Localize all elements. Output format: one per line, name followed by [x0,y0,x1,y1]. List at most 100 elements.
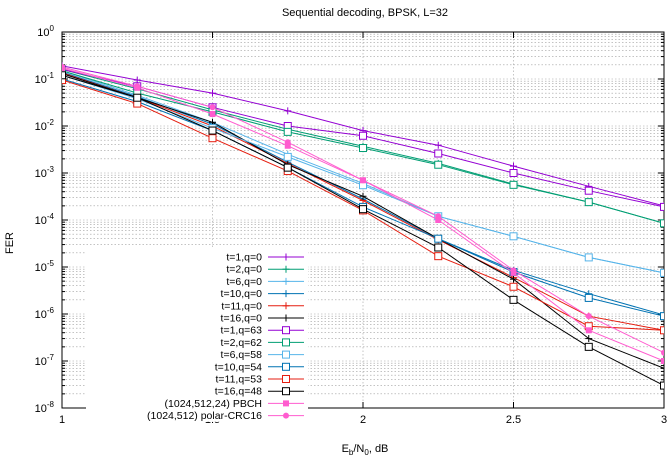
legend-entry: t=2,q=0 [226,264,304,276]
data-point [584,186,593,195]
data-point [584,253,593,262]
data-point [660,268,664,277]
legend-background [86,249,308,422]
legend-marker [283,412,289,419]
legend-entry: t=1,q=63 [221,325,304,337]
data-point [660,381,664,390]
legend-marker [282,302,290,310]
data-point [584,342,593,351]
data-point [209,111,216,118]
data-point [510,267,517,274]
data-point [584,293,593,302]
legend-entry: t=16,q=0 [221,313,304,325]
legend-entry: t=10,q=0 [221,288,304,300]
y-tick-label: 100 [37,24,54,39]
legend-label: t=6,q=58 [221,349,263,361]
legend-label: t=2,q=62 [221,337,263,349]
data-point [62,76,66,85]
data-point [435,217,442,223]
legend-marker [282,387,290,396]
data-point [660,364,664,372]
data-point [434,160,443,169]
legend-label: t=2,q=0 [226,264,262,276]
data-point [283,152,292,161]
legend-marker [282,338,290,347]
data-point [133,93,142,102]
legend-entry: t=11,q=0 [221,300,304,312]
legend-entry: t=16,q=48 [215,386,304,398]
data-point [435,213,442,220]
legend-marker [282,375,290,383]
y-tick-label: 10-8 [35,400,55,415]
data-point [359,192,367,200]
data-point [283,127,292,136]
legend-label: t=10,q=0 [221,288,263,300]
data-point [660,326,664,335]
data-point [284,107,292,115]
legend-label: (1024,512,24) PBCH [165,398,262,410]
legend-entry: t=11,q=53 [215,374,304,386]
legend-label: t=1,q=63 [221,325,263,337]
data-point [585,335,593,343]
data-point [660,219,664,228]
series-13 [62,64,664,356]
data-point [584,198,593,207]
y-axis-title: FER [4,232,16,254]
data-point [208,126,217,135]
series-11 [62,71,664,390]
legend-label: t=11,q=53 [215,374,262,386]
data-point [284,142,291,149]
x-tick-label: 2 [360,414,366,426]
legend-label: t=10,q=54 [215,361,262,373]
legend-entry: (1024,512) polar-CRC16 [147,410,304,422]
legend-marker [282,253,290,261]
data-point [509,232,518,241]
legend-label: t=6,q=0 [226,276,262,288]
data-point [62,64,65,71]
data-point [208,134,217,143]
data-point [359,205,367,214]
data-point [661,349,664,356]
data-point [585,313,592,320]
data-point [661,358,664,364]
legend-marker [282,350,290,359]
legend-marker [282,362,290,371]
y-tick-label: 10-4 [35,212,55,227]
data-point [209,89,216,97]
data-point [134,83,141,90]
data-point [434,243,443,252]
data-point [359,131,367,140]
chart-legend: t=1,q=0t=2,q=0t=6,q=0t=10,q=0t=11,q=0t=1… [86,249,308,422]
legend-marker [282,290,290,298]
data-point [510,275,517,283]
legend-entry: t=10,q=54 [215,361,304,373]
data-point [510,162,517,170]
legend-marker [282,326,290,335]
legend-entry: t=6,q=58 [221,349,304,361]
y-tick-label: 10-2 [35,118,55,133]
data-point [284,139,291,146]
data-point [660,202,664,211]
data-point [585,327,592,334]
legend-marker [282,314,290,322]
data-point [660,312,664,321]
legend-label: (1024,512) polar-CRC16 [147,410,262,422]
y-tick-label: 10-7 [35,353,55,368]
series-7 [62,66,664,228]
data-point [509,169,518,177]
legend-marker [282,265,290,273]
data-point [209,104,216,111]
data-point [509,180,518,189]
data-point [434,141,442,149]
data-point [434,252,443,261]
legend-marker [282,277,290,285]
x-tick-label: 2.5 [506,414,521,426]
legend-entry: (1024,512,24) PBCH [165,398,304,410]
legend-label: t=11,q=0 [221,300,262,312]
data-point [434,149,443,158]
y-tick-label: 10-6 [35,306,55,321]
y-tick-label: 10-1 [35,71,55,86]
legend-entry: t=6,q=0 [226,276,304,288]
legend-label: t=16,q=48 [215,386,262,398]
